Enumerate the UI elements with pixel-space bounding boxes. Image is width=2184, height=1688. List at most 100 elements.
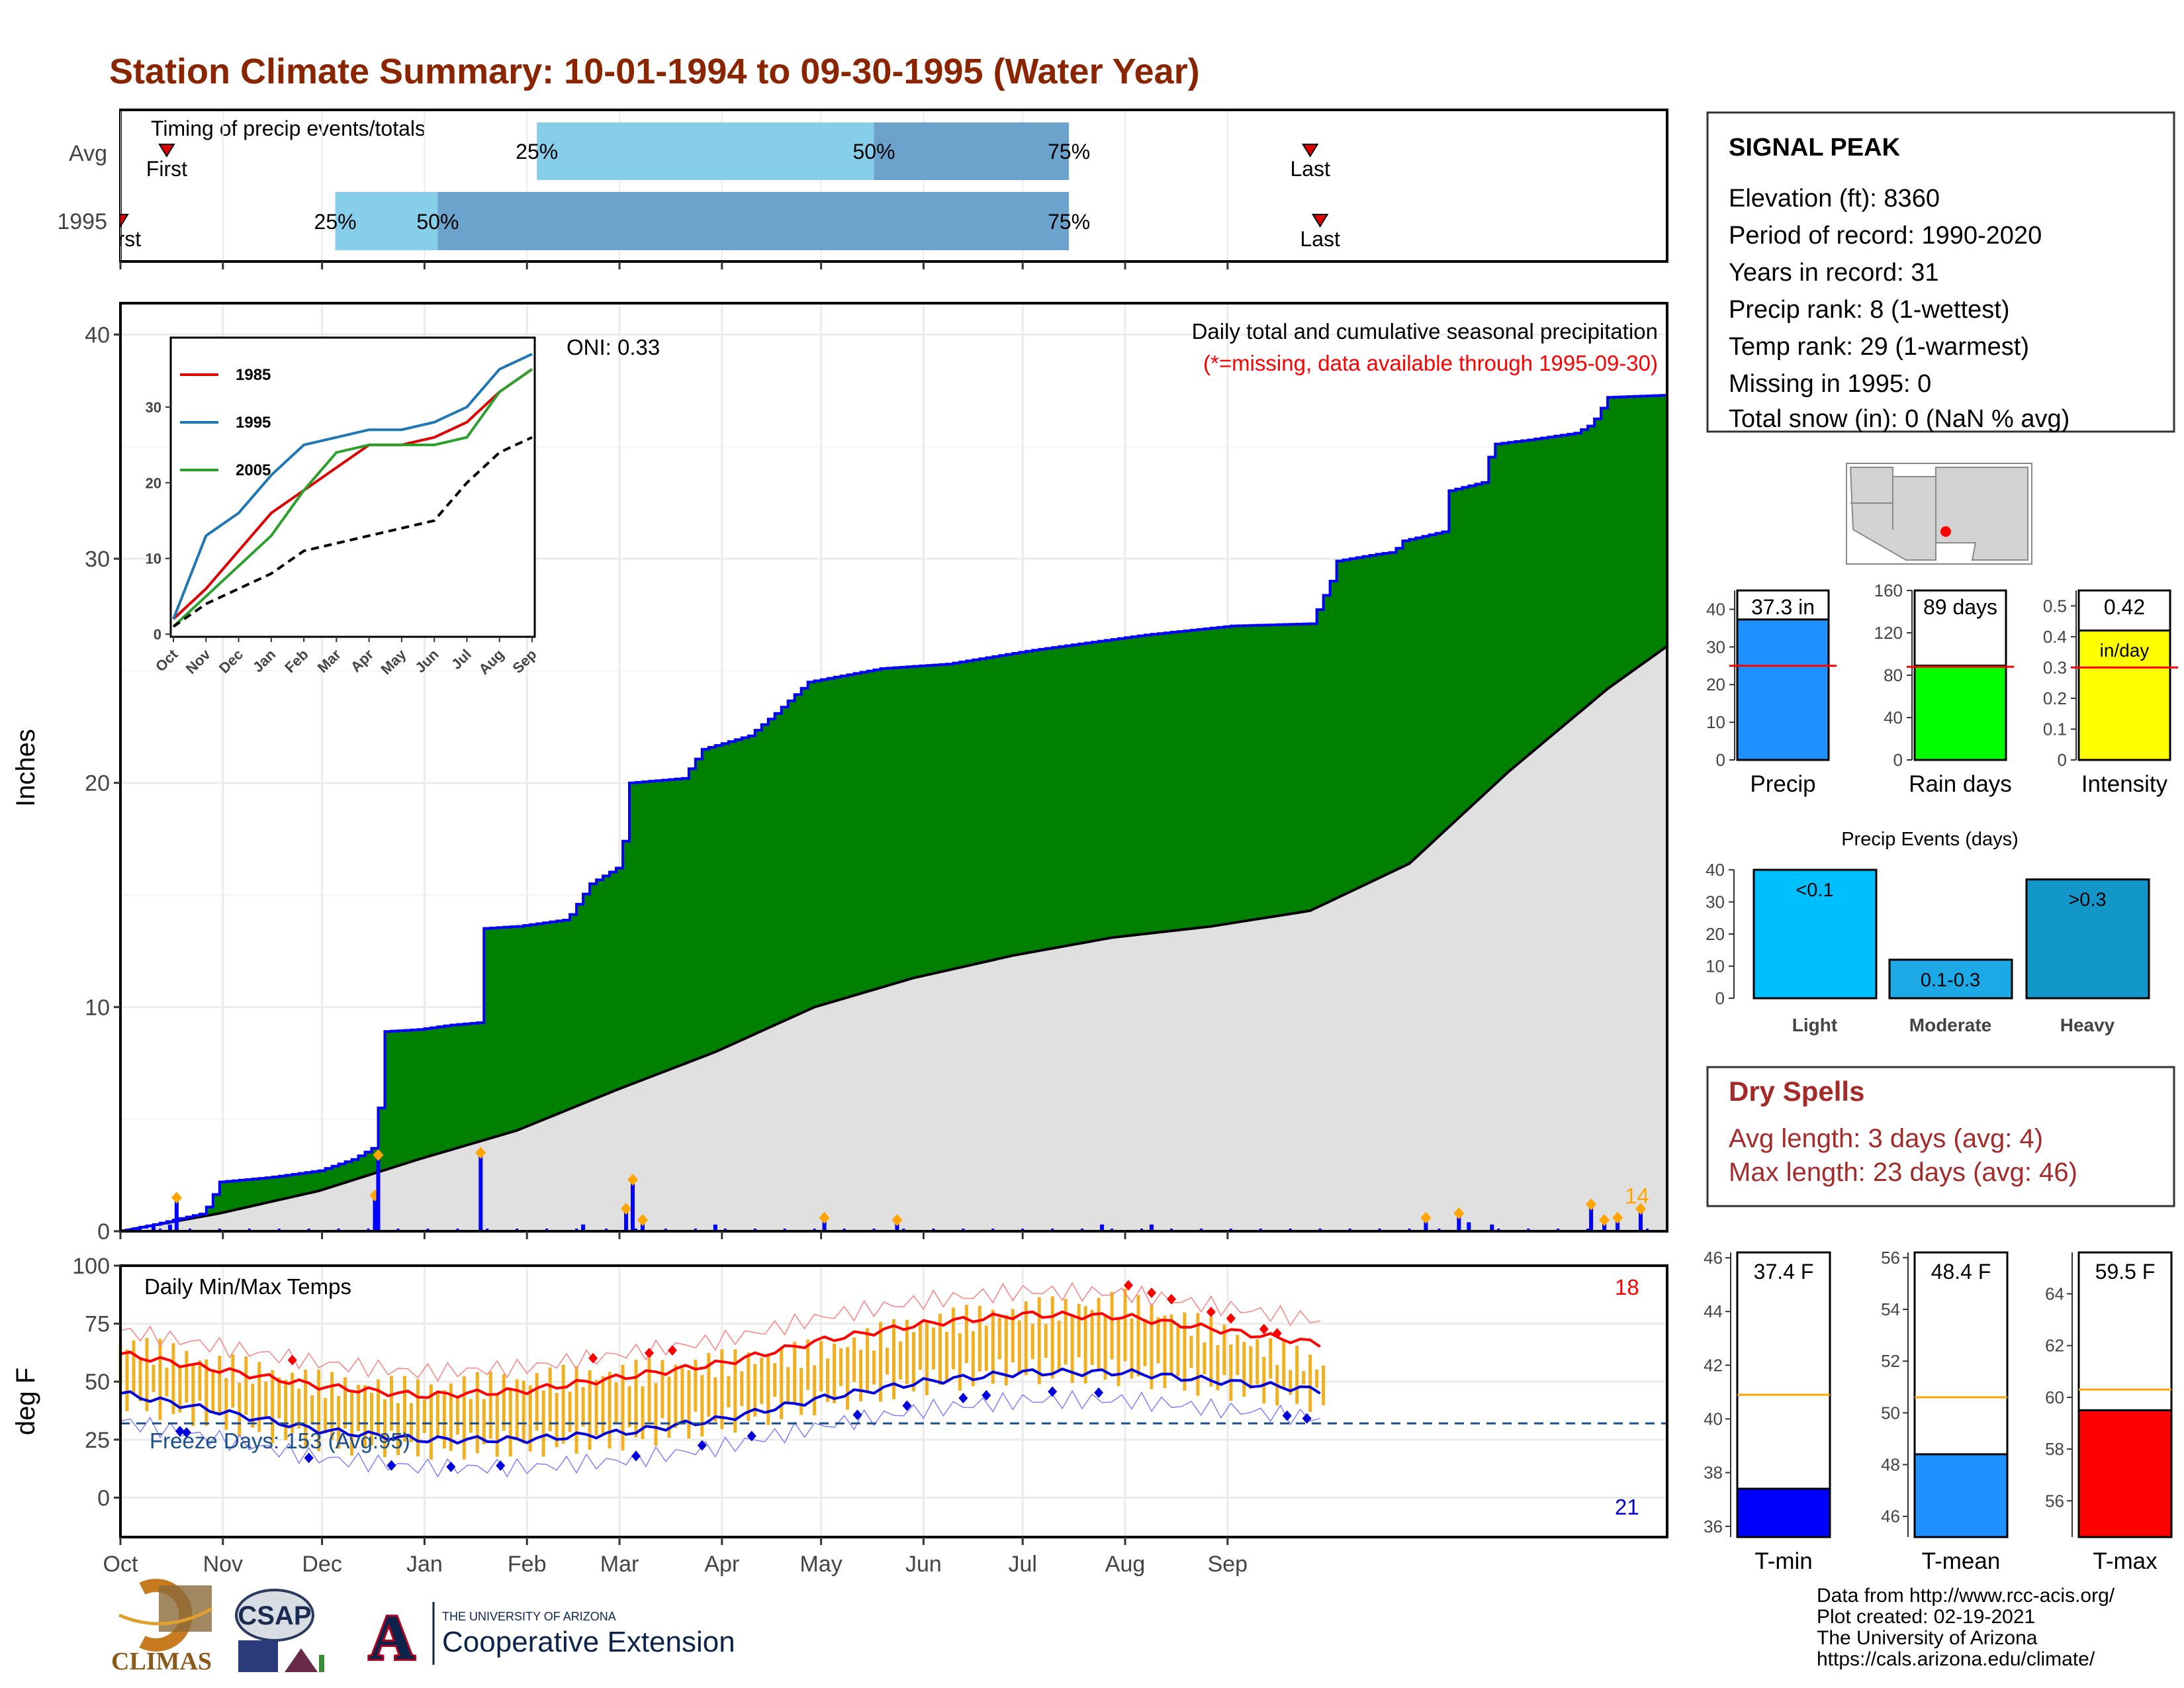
temp-stat-y-tick-label: 54 xyxy=(1881,1299,1900,1319)
daily-precip-marker xyxy=(171,1192,182,1204)
station-line: Temp rank: 29 (1-warmest) xyxy=(1729,333,2029,361)
daily-temp-range-bar xyxy=(191,1364,195,1427)
daily-temp-range-bar xyxy=(324,1397,328,1434)
last-event-label: Last xyxy=(1290,157,1330,181)
daily-temp-range-bar xyxy=(839,1348,843,1386)
daily-temp-range-bar xyxy=(733,1349,737,1432)
average-cumulative-area xyxy=(120,646,1667,1231)
temp-stat-value-label: 59.5 F xyxy=(2095,1260,2156,1284)
daily-temp-range-bar xyxy=(555,1393,559,1448)
daily-temp-range-bar xyxy=(310,1395,314,1424)
daily-temp-range-bar xyxy=(793,1341,797,1403)
temp-stat-category-label: T-min xyxy=(1754,1548,1813,1574)
daily-temp-range-bar xyxy=(1242,1342,1246,1397)
daily-temp-range-bar xyxy=(1196,1313,1200,1396)
daily-temp-range-bar xyxy=(984,1325,988,1371)
footer-credits: Data from http://www.rcc-acis.org/ Plot … xyxy=(1817,1585,2115,1670)
daily-temp-range-bar xyxy=(866,1328,870,1391)
stat-value-label: 37.3 in xyxy=(1751,595,1815,619)
daily-temp-range-bar xyxy=(674,1364,678,1429)
daily-precip-marker xyxy=(1453,1207,1465,1219)
daily-temp-range-bar xyxy=(522,1380,525,1444)
station-line: Missing in 1995: 0 xyxy=(1729,370,1931,398)
timing-panel: Timing of precip events/totals 25% 50% 75%… xyxy=(57,109,1668,263)
stat-y-tick-label: 20 xyxy=(1706,675,1725,694)
month-tick-label: Apr xyxy=(704,1552,739,1577)
daily-temp-range-bar xyxy=(773,1363,777,1397)
daily-temp-range-bar xyxy=(760,1358,764,1405)
daily-temp-range-bar xyxy=(502,1374,506,1431)
record-low-marker xyxy=(1302,1413,1312,1424)
temp-stat-y-tick-label: 42 xyxy=(1704,1355,1723,1375)
timing-bar-50-75 xyxy=(437,192,1069,250)
station-name: SIGNAL PEAK xyxy=(1729,134,1901,162)
events-y-tick-label: 0 xyxy=(1715,988,1725,1008)
daily-temp-range-bar xyxy=(753,1364,757,1417)
daily-temp-range-bar xyxy=(1209,1317,1213,1387)
daily-temp-range-bar xyxy=(1322,1365,1326,1405)
month-tick-label: Jun xyxy=(905,1552,942,1577)
stat-y-tick-label: 0 xyxy=(1893,750,1903,770)
record-low-marker xyxy=(446,1461,456,1472)
daily-precip-bar xyxy=(1615,1217,1620,1231)
record-low-marker xyxy=(175,1425,185,1436)
daily-temp-range-bar xyxy=(1083,1306,1087,1383)
record-high-marker xyxy=(1226,1313,1236,1324)
daily-precip-bar xyxy=(1150,1224,1154,1231)
daily-temp-range-bar xyxy=(1156,1317,1160,1364)
daily-temp-range-bar xyxy=(231,1354,235,1408)
daily-temp-range-bar xyxy=(442,1390,446,1449)
ua-small-text: THE UNIVERSITY OF ARIZONA xyxy=(442,1610,616,1623)
daily-temp-range-bar xyxy=(244,1356,248,1415)
temp-stat-y-tick-label: 44 xyxy=(1704,1301,1723,1321)
daily-temp-range-bar xyxy=(1289,1370,1293,1395)
record-low-marker xyxy=(1282,1410,1292,1421)
temp-stat-y-tick-label: 62 xyxy=(2045,1336,2064,1356)
daily-temp-range-bar xyxy=(680,1368,684,1422)
month-tick-label: Feb xyxy=(508,1552,547,1577)
ua-logo-letter: A xyxy=(369,1602,414,1673)
dry-spells-max: Max length: 23 days (avg: 46) xyxy=(1729,1158,2077,1187)
daily-precip-marker xyxy=(475,1147,486,1159)
record-high-marker xyxy=(1259,1323,1269,1335)
daily-temp-range-bar xyxy=(363,1385,367,1448)
month-tick-label: Nov xyxy=(203,1552,243,1577)
daily-temp-range-bar xyxy=(594,1380,598,1436)
stat-category-label: Intensity xyxy=(2081,771,2168,797)
climas-logo-text: CLIMAS xyxy=(111,1648,212,1675)
events-bar xyxy=(1752,868,1878,1000)
daily-temp-range-bar xyxy=(284,1380,288,1440)
stat-y-tick-label: 160 xyxy=(1874,581,1903,600)
daily-temp-range-bar xyxy=(132,1340,136,1395)
temp-min-count: 21 xyxy=(1615,1495,1639,1519)
oni-label: ONI: 0.33 xyxy=(567,335,660,359)
daily-temp-range-bar xyxy=(859,1350,863,1401)
month-tick-label: Sep xyxy=(1208,1552,1248,1577)
daily-temp-range-bar xyxy=(647,1358,651,1423)
daily-temp-range-bar xyxy=(475,1372,479,1454)
events-title: Precip Events (days) xyxy=(1841,829,2019,850)
daily-temp-range-bar xyxy=(277,1377,281,1419)
daily-temp-range-bar xyxy=(224,1378,228,1430)
month-tick-label: Dec xyxy=(302,1552,341,1577)
avg-max-line xyxy=(120,1310,1321,1399)
daily-precip-bar xyxy=(1639,1209,1643,1231)
record-low-marker xyxy=(181,1427,191,1438)
last-event-marker xyxy=(1301,144,1319,158)
climas-logo: CLIMAS xyxy=(111,1579,213,1675)
stat-bar xyxy=(1736,618,1830,761)
timing-row-label-avg: Avg xyxy=(69,141,107,166)
inset-y-tick-label: 10 xyxy=(146,551,161,567)
intensity-unit-label: in/day xyxy=(2100,640,2150,661)
daily-temp-range-bar xyxy=(1017,1320,1021,1374)
daily-temp-range-bar xyxy=(588,1370,592,1450)
daily-temp-range-bar xyxy=(1116,1317,1120,1386)
daily-temp-range-bar xyxy=(1077,1303,1081,1358)
station-location-dot xyxy=(1940,526,1951,537)
dry-spells-box: Dry Spells Avg length: 3 days (avg: 4) M… xyxy=(1706,1066,2175,1207)
temp-stat-y-tick-label: 38 xyxy=(1704,1463,1723,1483)
month-tick-label: Oct xyxy=(103,1552,138,1577)
daily-precip-bar xyxy=(1424,1217,1428,1231)
record-high-marker xyxy=(588,1352,598,1364)
csap-logo: CSAP xyxy=(235,1589,324,1672)
